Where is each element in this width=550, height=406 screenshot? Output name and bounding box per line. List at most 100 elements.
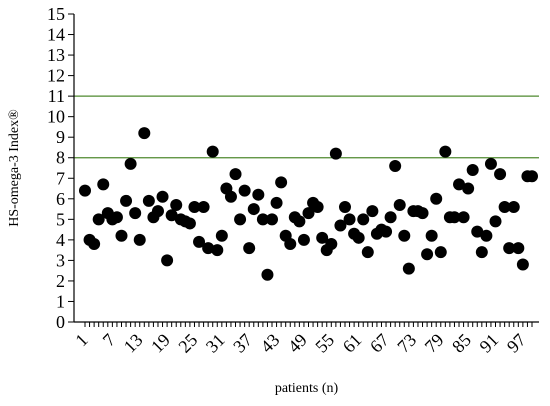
data-point <box>398 229 411 242</box>
data-point <box>357 213 370 226</box>
data-point <box>115 229 128 242</box>
data-point <box>338 201 351 214</box>
data-point <box>142 194 155 207</box>
x-tick-label: 49 <box>284 330 311 357</box>
x-tick-label: 61 <box>339 330 366 357</box>
data-point <box>334 219 347 232</box>
x-tick-label: 91 <box>475 330 502 357</box>
data-point <box>352 231 365 244</box>
data-point <box>183 217 196 230</box>
data-point <box>439 145 452 158</box>
x-tick-label: 31 <box>202 330 229 357</box>
data-point <box>151 205 164 218</box>
data-point <box>188 201 201 214</box>
y-tick-label: 15 <box>47 4 65 24</box>
data-point <box>243 242 256 255</box>
data-point <box>261 268 274 281</box>
data-point <box>507 201 520 214</box>
data-point <box>110 211 123 224</box>
data-point <box>402 262 415 275</box>
data-point <box>170 198 183 211</box>
x-tick-label: 73 <box>393 330 420 357</box>
data-point <box>293 215 306 228</box>
y-tick-label: 11 <box>48 86 65 106</box>
data-point <box>202 242 215 255</box>
data-point <box>229 168 242 181</box>
x-tick-label: 7 <box>99 330 120 351</box>
data-point <box>165 209 178 222</box>
data-point <box>526 170 538 183</box>
x-tick-label: 19 <box>147 330 174 357</box>
data-point <box>224 190 237 203</box>
data-point <box>193 235 206 248</box>
x-tick-label: 55 <box>311 330 338 357</box>
axes <box>73 14 539 323</box>
data-point <box>92 213 105 226</box>
data-point <box>466 164 479 177</box>
y-tick-label: 8 <box>56 148 65 168</box>
data-point <box>252 188 265 201</box>
data-point <box>129 207 142 220</box>
y-tick-label: 2 <box>56 271 65 291</box>
y-tick-label: 12 <box>47 66 65 86</box>
data-point <box>416 207 429 220</box>
data-point <box>425 229 438 242</box>
data-point <box>211 244 224 257</box>
data-points <box>79 127 538 281</box>
x-tick-label: 79 <box>421 330 448 357</box>
data-point <box>471 225 484 238</box>
y-tick-label: 9 <box>56 127 65 147</box>
data-point <box>325 237 338 250</box>
data-point <box>311 201 324 214</box>
y-tick-label: 0 <box>56 312 65 332</box>
x-tick-label: 67 <box>366 330 393 357</box>
x-tick-label: 25 <box>174 330 201 357</box>
data-point <box>457 211 470 224</box>
data-point <box>480 229 493 242</box>
data-point <box>453 178 466 191</box>
y-tick-label: 3 <box>56 250 65 270</box>
data-point <box>343 213 356 226</box>
y-axis-label: HS-omega-3 Index® <box>7 109 22 227</box>
data-point <box>161 254 174 267</box>
reference-lines <box>74 95 539 159</box>
data-point <box>361 246 374 259</box>
data-point <box>133 233 146 246</box>
x-tick-label: 85 <box>448 330 475 357</box>
x-tick-label: 97 <box>503 330 530 357</box>
data-point <box>516 258 529 271</box>
data-point <box>275 176 288 189</box>
y-tick-label: 14 <box>47 25 65 45</box>
data-point <box>494 168 507 181</box>
data-point <box>124 157 137 170</box>
data-point <box>284 237 297 250</box>
data-point <box>156 190 169 203</box>
data-point <box>270 196 283 209</box>
data-point <box>266 213 279 226</box>
y-tick-label: 1 <box>56 291 65 311</box>
data-point <box>380 225 393 238</box>
data-point <box>138 127 151 140</box>
data-point <box>97 178 110 191</box>
data-point <box>430 192 443 205</box>
x-tick-label: 1 <box>71 330 92 351</box>
y-tick-label: 6 <box>56 189 65 209</box>
data-point <box>297 233 310 246</box>
data-point <box>489 215 502 228</box>
x-axis-ticks: 1 7 13 19 25 31 37 43 49 55 61 67 73 79 85 91 97 <box>71 322 533 357</box>
data-point <box>197 201 210 214</box>
data-point <box>389 159 402 172</box>
x-axis-label: patients (n) <box>275 381 339 396</box>
y-tick-label: 13 <box>47 45 65 65</box>
data-point <box>498 201 511 214</box>
data-point <box>434 246 447 259</box>
y-tick-label: 5 <box>56 209 65 229</box>
data-point <box>512 242 525 255</box>
y-tick-label: 7 <box>56 168 65 188</box>
data-point <box>215 229 228 242</box>
data-point <box>448 211 461 224</box>
y-tick-label: 10 <box>47 107 65 127</box>
